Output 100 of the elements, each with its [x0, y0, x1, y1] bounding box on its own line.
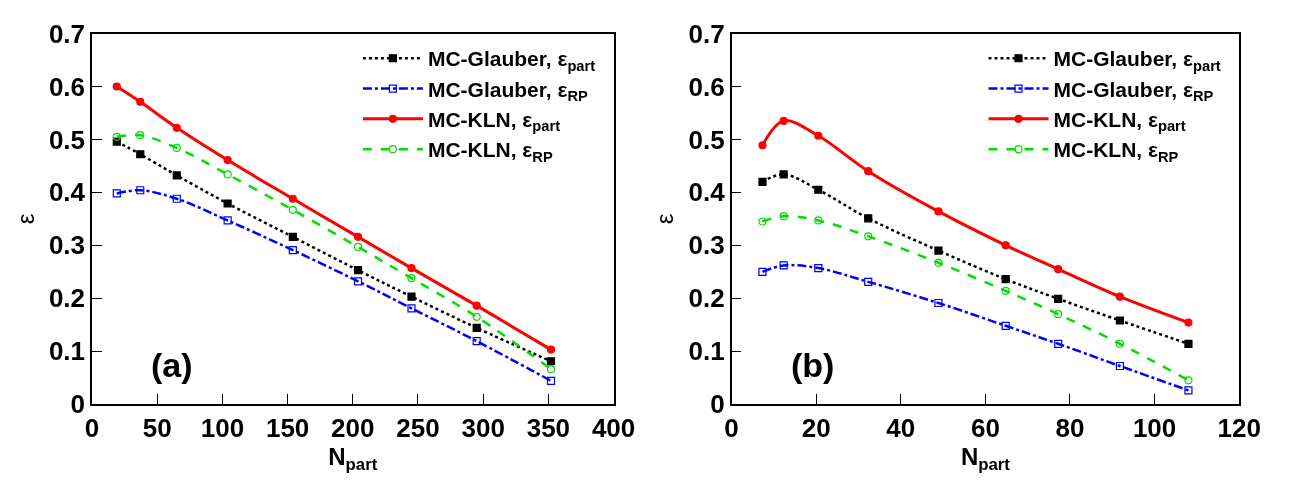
point	[172, 194, 181, 203]
y-tick-label: 0.7	[688, 18, 725, 49]
point	[1184, 376, 1193, 385]
point	[288, 205, 297, 214]
y-tick-label: 0.3	[688, 230, 725, 261]
point	[1001, 321, 1010, 330]
y-tick-label: 0	[710, 389, 725, 420]
point	[1115, 339, 1125, 348]
x-tick-label: 60	[970, 413, 1000, 444]
point	[112, 82, 121, 91]
point	[223, 170, 232, 179]
point	[136, 97, 145, 106]
y-axis-title: ε	[11, 213, 39, 225]
point	[1054, 265, 1063, 274]
point	[1115, 316, 1125, 325]
x-tick-label: 300	[461, 413, 505, 444]
x-tick-label: 250	[396, 413, 440, 444]
x-tick-label: 80	[1055, 413, 1085, 444]
y-tick-label: 0.4	[688, 177, 726, 208]
x-tick-label: 40	[886, 413, 916, 444]
point	[546, 345, 556, 354]
x-axis-title: N$_{part}$	[328, 443, 378, 475]
point	[934, 298, 943, 308]
legend-label: MC-KLN, ε$_{part}$	[1053, 108, 1186, 135]
x-tick-label: 120	[1217, 413, 1261, 444]
point	[1054, 294, 1063, 303]
y-tick-label: 0.7	[48, 18, 86, 49]
y-tick-label: 0.5	[688, 124, 725, 155]
annotation: (a)	[151, 346, 193, 384]
x-tick-label: 20	[801, 413, 831, 444]
point	[814, 263, 823, 273]
x-tick-label: 100	[1132, 413, 1177, 444]
point	[814, 131, 823, 140]
point	[112, 132, 121, 141]
y-tick-label: 0.2	[48, 283, 86, 314]
y-tick-label: 0.4	[48, 177, 86, 208]
point	[934, 207, 943, 216]
point	[1001, 286, 1010, 295]
point	[814, 185, 823, 194]
point	[546, 365, 556, 374]
point	[758, 267, 767, 276]
point	[223, 216, 232, 225]
x-axis-title: N$_{part}$	[960, 443, 1011, 475]
point	[172, 123, 181, 132]
x-tick-label: 100	[200, 413, 245, 444]
point	[172, 143, 181, 153]
point	[758, 177, 767, 186]
point	[779, 116, 788, 126]
point	[407, 263, 416, 273]
point	[472, 323, 481, 332]
point	[814, 216, 823, 225]
x-tick-label: 400	[591, 413, 636, 444]
y-tick-label: 0.1	[688, 336, 725, 367]
point	[172, 171, 181, 180]
point	[1001, 241, 1010, 250]
point	[472, 312, 481, 321]
y-tick-label: 0.5	[48, 124, 86, 155]
annotation: (b)	[791, 346, 835, 384]
legend-label: MC-Glauber, ε$_{RP}$	[427, 77, 588, 105]
point	[779, 261, 788, 270]
point	[779, 212, 788, 221]
x-tick-label: 150	[265, 413, 310, 444]
point	[546, 376, 556, 385]
y-tick-label: 0	[70, 389, 86, 420]
point	[1054, 339, 1063, 348]
point	[288, 194, 297, 203]
point	[136, 186, 145, 195]
legend-label: MC-KLN, ε$_{RP}$	[427, 138, 553, 165]
y-tick-label: 0.6	[48, 71, 86, 102]
point	[758, 217, 767, 226]
point	[864, 214, 873, 223]
point	[779, 170, 788, 179]
point	[1184, 386, 1193, 395]
point	[353, 266, 363, 275]
point	[934, 246, 943, 255]
point	[288, 245, 297, 255]
y-tick-label: 0.2	[688, 283, 725, 314]
point	[1001, 275, 1010, 284]
x-tick-label: 200	[331, 413, 375, 444]
point	[288, 232, 297, 241]
point	[1054, 310, 1063, 319]
point	[407, 292, 416, 301]
legend-label: MC-KLN, ε$_{part}$	[427, 108, 561, 135]
y-tick-label: 0.3	[48, 230, 86, 261]
point	[136, 150, 145, 159]
point	[1115, 292, 1125, 301]
point	[1184, 318, 1193, 327]
point	[223, 199, 232, 208]
point	[472, 301, 481, 310]
y-tick-label: 0.1	[48, 336, 86, 367]
point	[136, 131, 145, 140]
point	[864, 232, 873, 241]
x-tick-label: 350	[526, 413, 571, 444]
y-axis-title: ε	[651, 213, 679, 225]
point	[864, 167, 873, 176]
point	[758, 141, 767, 150]
point	[112, 189, 121, 198]
point	[407, 274, 416, 283]
x-tick-label: 50	[142, 413, 172, 444]
y-tick-label: 0.6	[688, 71, 725, 102]
